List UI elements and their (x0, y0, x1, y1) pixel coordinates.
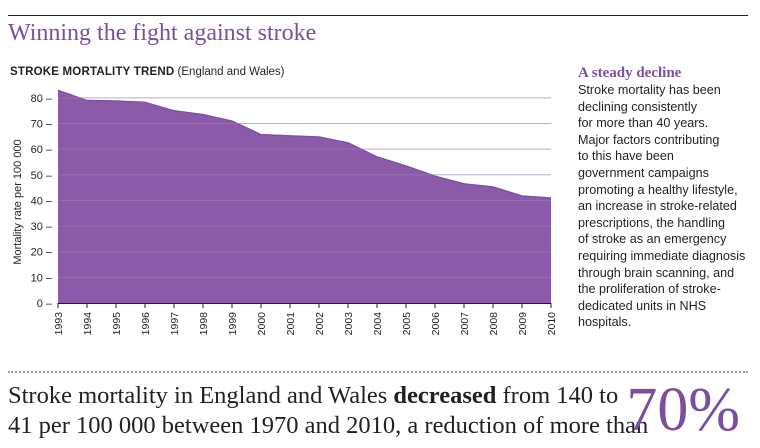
sidebar-line: dedicated units in NHS (578, 298, 707, 313)
y-tick-label: 70 – (31, 118, 53, 130)
x-tick-label: 2000 (256, 312, 268, 336)
x-tick-label: 1998 (198, 312, 210, 336)
x-tick-label: 1994 (82, 312, 94, 336)
chart-title-strong: STROKE MORTALITY TREND (10, 66, 175, 78)
footer-line-1-bold: decreased (393, 382, 497, 409)
y-axis-ticks: 0 – 10 – 20 – 30 – 40 – 50 – 60 – 70 – 80 – (31, 93, 53, 310)
x-tick-label: 2007 (459, 312, 471, 336)
y-tick-label: 20 – (31, 247, 53, 259)
y-tick-label: 50 – (31, 170, 53, 182)
y-tick-label: 0 – (37, 298, 53, 310)
mortality-area (58, 90, 551, 303)
mortality-line (57, 89, 552, 199)
chart-title: STROKE MORTALITY TREND (England and Wale… (10, 66, 285, 78)
stroke-mortality-chart: 0 – 10 – 20 – 30 – 40 – 50 – 60 – 70 – 80 – 1993… (12, 89, 558, 335)
x-tick-label: 1999 (227, 312, 239, 336)
sidebar-line: government campaigns (578, 165, 709, 180)
sidebar-line: requiring immediate diagnosis (578, 248, 746, 263)
sidebar-line: declining consistently (578, 99, 698, 114)
y-tick-label: 10 – (31, 272, 53, 284)
x-tick-label: 2009 (517, 312, 529, 336)
footer-line-1-post: from 140 to (496, 382, 619, 409)
y-axis-label: Mortality rate per 100 000 (12, 139, 24, 264)
sidebar-line: of stroke as an emergency (578, 232, 727, 247)
x-tick-label: 2005 (401, 312, 413, 336)
x-axis-ticks: 1993 1994 1995 1996 1997 1998 1999 2000 2001 2002… (53, 303, 558, 335)
footer-line-1-pre: Stroke mortality in England and Wales (8, 382, 394, 409)
chart-title-region: (England and Wales) (177, 66, 285, 78)
sidebar-heading: A steady decline (578, 65, 682, 81)
sidebar-line: hospitals. (578, 315, 632, 330)
x-tick-label: 2003 (343, 312, 355, 336)
sidebar-line: Major factors contributing (578, 132, 720, 147)
sidebar-body: Stroke mortality has been declining consi… (578, 82, 758, 331)
y-tick-label: 80 – (31, 93, 53, 105)
sidebar-line: Stroke mortality has been (578, 83, 721, 97)
chart-area-layer (57, 89, 552, 303)
x-tick-label: 2008 (488, 312, 500, 336)
dotted-divider (8, 371, 748, 373)
sidebar-line: to this have been (578, 149, 674, 164)
x-tick-label: 2001 (285, 312, 297, 336)
x-tick-label: 2004 (372, 312, 384, 336)
y-tick-label: 60 – (31, 144, 53, 156)
x-tick-label: 1997 (169, 312, 181, 336)
sidebar-line: for more than 40 years. (578, 116, 709, 131)
y-tick-label: 30 – (31, 221, 53, 233)
x-tick-label: 1993 (53, 312, 65, 336)
footer-statement: Stroke mortality in England and Wales de… (8, 381, 648, 441)
x-tick-label: 2002 (314, 312, 326, 336)
footer-line-1: Stroke mortality in England and Wales de… (8, 381, 648, 411)
top-rule (8, 15, 748, 16)
x-tick-label: 1996 (140, 312, 152, 336)
chart-gridlines-overlay (58, 97, 551, 278)
sidebar-line: promoting a healthy lifestyle, (578, 182, 738, 197)
x-tick-label: 2006 (430, 312, 442, 336)
sidebar-line: an increase in stroke-related (578, 199, 737, 214)
sidebar: A steady decline Stroke mortality has be… (578, 64, 758, 331)
y-tick-label: 40 – (31, 195, 53, 207)
sidebar-line: through brain scanning, and (578, 265, 735, 280)
x-tick-label: 1995 (111, 312, 123, 336)
reduction-percentage: 70% (626, 376, 740, 444)
x-tick-label: 2010 (546, 312, 558, 336)
sidebar-line: prescriptions, the handling (578, 215, 726, 230)
sidebar-line: the proliferation of stroke- (578, 282, 721, 297)
page-title: Winning the fight against stroke (8, 20, 317, 46)
footer-line-2: 41 per 100 000 between 1970 and 2010, a … (8, 412, 649, 439)
